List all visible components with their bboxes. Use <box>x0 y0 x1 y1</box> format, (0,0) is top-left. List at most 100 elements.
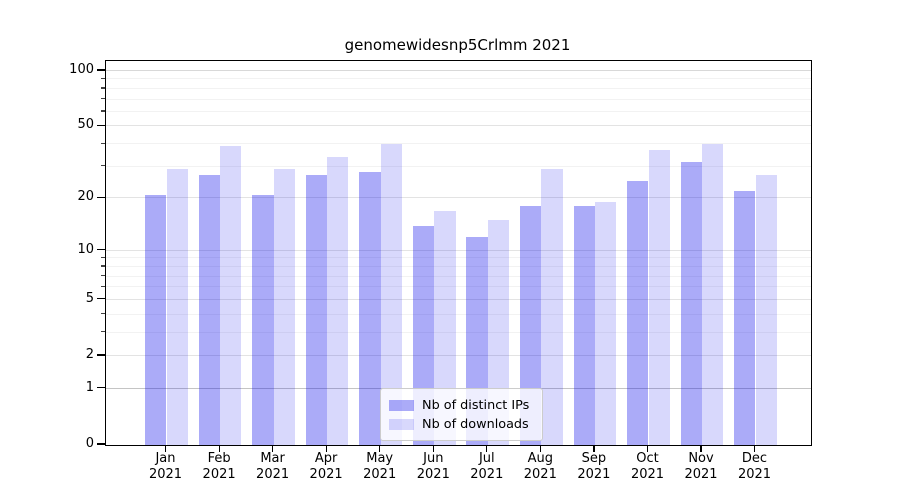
gridline <box>106 249 811 251</box>
x-tick-mark <box>379 445 381 452</box>
gridline <box>106 110 811 112</box>
x-tick-label: Sep 2021 <box>577 451 611 482</box>
x-tick-label: Nov 2021 <box>684 451 718 482</box>
bar-downloads <box>220 146 242 445</box>
x-tick-mark <box>272 445 274 452</box>
legend-label-downloads: Nb of downloads <box>422 417 529 432</box>
x-tick-mark <box>164 445 167 452</box>
x-tick-mark <box>218 445 220 452</box>
y-tick-mark <box>97 196 105 198</box>
bar-downloads <box>594 202 617 445</box>
y-tick-mark <box>97 387 105 389</box>
y-minor-tick-mark <box>101 275 105 277</box>
legend-item-downloads: Nb of downloads <box>389 415 534 434</box>
x-tick-label: Mar 2021 <box>256 451 290 482</box>
gridline <box>106 197 811 199</box>
y-minor-tick-mark <box>101 265 105 267</box>
y-minor-tick-mark <box>101 165 105 167</box>
bar-downloads <box>541 169 563 445</box>
x-tick-mark <box>325 445 327 452</box>
bar-distinct-ips <box>734 190 756 445</box>
bar-downloads <box>702 144 724 445</box>
y-minor-tick-mark <box>101 285 105 288</box>
x-tick-label: Jul 2021 <box>470 451 504 482</box>
y-minor-tick-mark <box>101 142 105 144</box>
x-tick-label: Jun 2021 <box>416 451 450 482</box>
gridline <box>106 331 811 333</box>
x-tick-mark <box>486 445 488 452</box>
legend-item-distinct-ips: Nb of distinct IPs <box>389 396 534 415</box>
bar-downloads <box>755 175 777 445</box>
chart-title: genomewidesnp5Crlmm 2021 <box>344 36 571 54</box>
x-tick-label: Aug 2021 <box>523 451 557 482</box>
y-minor-tick-mark <box>101 256 105 259</box>
y-tick-label: 0 <box>85 436 94 451</box>
x-tick-label: May 2021 <box>363 451 397 482</box>
bar-distinct-ips <box>252 194 274 445</box>
x-tick-label: Oct 2021 <box>630 451 665 482</box>
bar-distinct-ips <box>145 194 167 445</box>
y-tick-mark <box>97 249 105 251</box>
y-tick-label: 10 <box>77 241 94 257</box>
x-tick-label: Dec 2021 <box>737 451 772 482</box>
y-minor-tick-mark <box>101 98 105 100</box>
gridline <box>106 165 811 167</box>
gridline <box>106 313 811 315</box>
bar-distinct-ips <box>198 175 221 445</box>
x-tick-mark <box>753 445 756 452</box>
gridline <box>106 275 811 277</box>
legend: Nb of distinct IPs Nb of downloads <box>380 388 543 441</box>
gridline <box>106 298 811 300</box>
bar-distinct-ips <box>305 175 328 445</box>
bar-downloads <box>648 150 670 445</box>
gridline <box>106 78 811 80</box>
bar-distinct-ips <box>519 206 542 445</box>
x-tick-mark <box>432 445 434 452</box>
bar-downloads <box>434 210 456 445</box>
x-tick-label: Feb 2021 <box>202 451 236 482</box>
gridline <box>106 286 811 288</box>
gridline <box>106 87 811 89</box>
bar-distinct-ips <box>359 172 381 445</box>
bar-downloads <box>327 156 349 445</box>
y-minor-tick-mark <box>101 313 105 315</box>
bar-distinct-ips <box>627 181 649 445</box>
y-tick-label: 1 <box>85 379 94 395</box>
y-tick-label: 100 <box>69 62 94 77</box>
gridline <box>106 265 811 267</box>
bar-downloads <box>166 169 188 445</box>
x-tick-label: Jan 2021 <box>148 451 183 482</box>
bar-downloads <box>380 144 403 445</box>
y-tick-label: 50 <box>77 117 94 133</box>
gridline <box>106 125 811 127</box>
y-tick-mark <box>97 124 105 127</box>
gridline <box>106 98 811 100</box>
y-tick-mark <box>97 354 105 356</box>
plot-area: Nb of distinct IPs Nb of downloads <box>105 60 812 446</box>
y-tick-mark <box>97 443 105 445</box>
x-tick-mark <box>646 445 649 452</box>
legend-label-distinct-ips: Nb of distinct IPs <box>422 398 530 413</box>
x-tick-label: Apr 2021 <box>309 451 343 482</box>
y-tick-mark <box>97 298 105 300</box>
gridline <box>106 355 811 356</box>
x-tick-mark <box>539 445 541 452</box>
bar-downloads <box>273 169 295 445</box>
gridline <box>106 143 811 145</box>
legend-swatch-distinct-ips <box>389 400 414 411</box>
y-tick-mark <box>97 69 105 71</box>
y-tick-label: 2 <box>85 347 94 362</box>
y-tick-label: 5 <box>85 290 94 306</box>
bar-distinct-ips <box>573 206 595 445</box>
x-tick-mark <box>700 445 702 452</box>
y-minor-tick-mark <box>101 87 105 89</box>
y-minor-tick-mark <box>101 77 105 80</box>
gridline <box>106 70 811 71</box>
y-tick-label: 20 <box>77 189 94 205</box>
bar-distinct-ips <box>680 161 702 445</box>
legend-swatch-downloads <box>389 419 414 430</box>
y-minor-tick-mark <box>101 331 105 333</box>
gridline <box>106 257 811 259</box>
x-tick-mark <box>593 445 595 452</box>
